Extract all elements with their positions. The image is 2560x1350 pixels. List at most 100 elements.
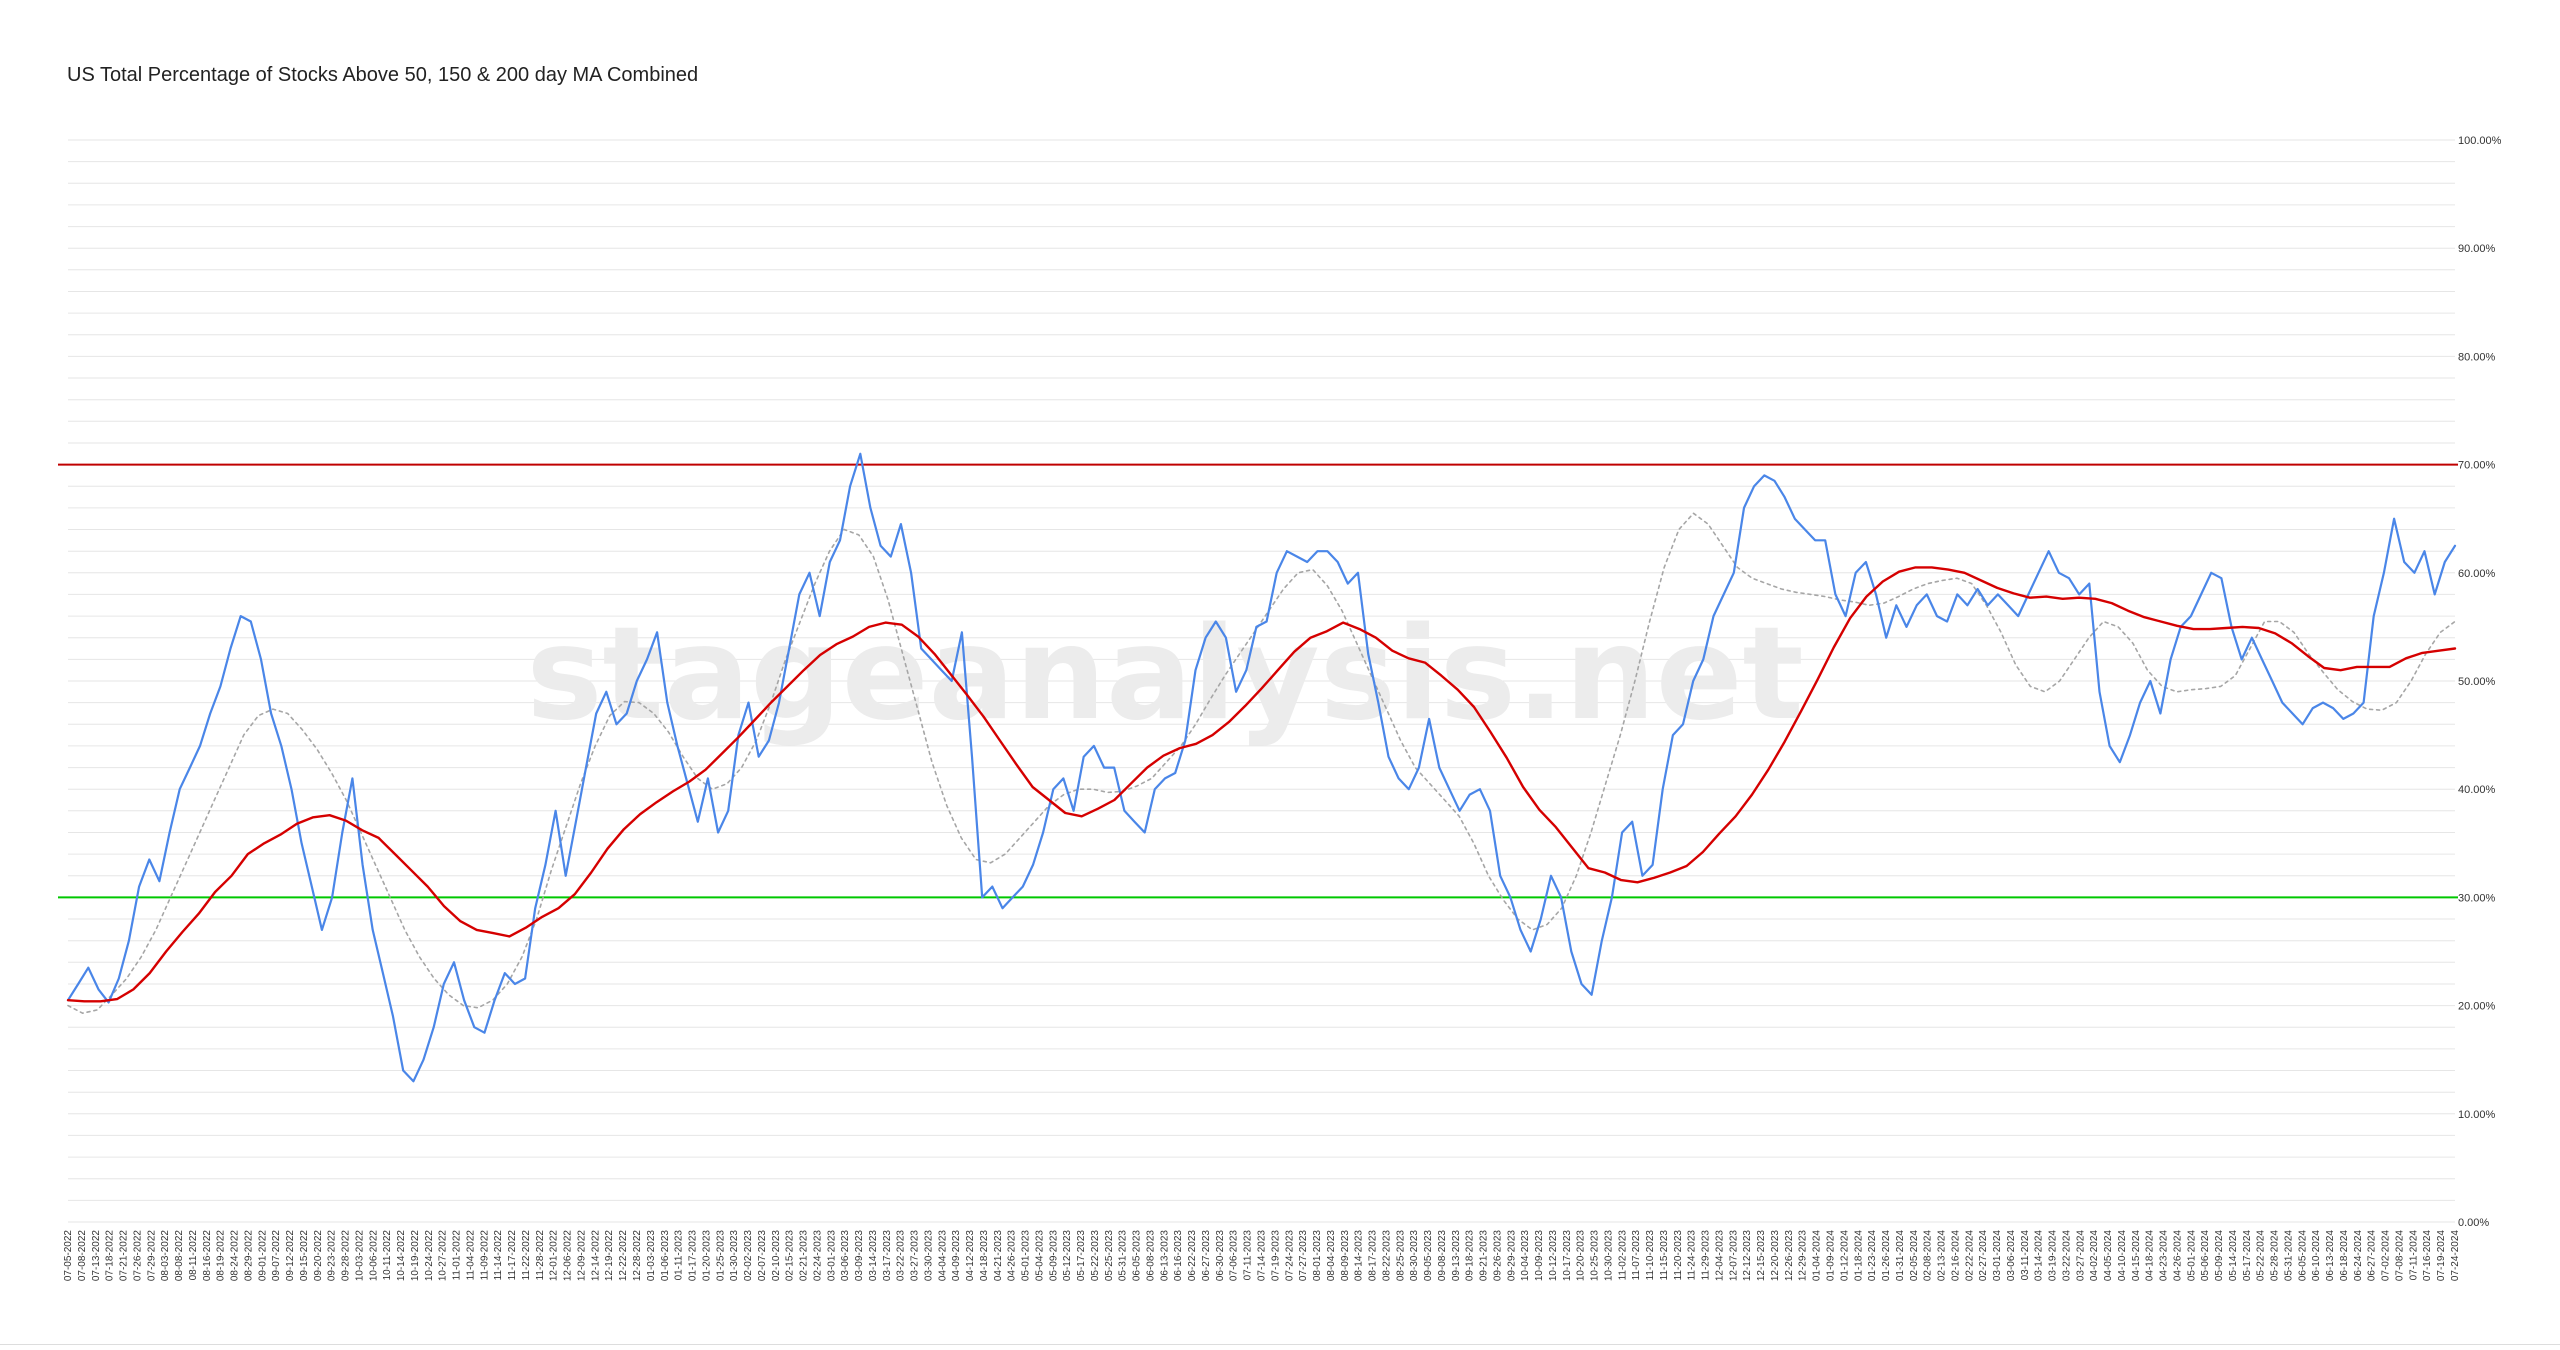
x-tick-label: 07-24-2023 (1284, 1230, 1295, 1282)
x-tick-label: 09-23-2022 (327, 1230, 338, 1282)
x-tick-label: 01-03-2023 (646, 1230, 657, 1282)
x-tick-label: 12-26-2023 (1784, 1230, 1795, 1282)
x-tick-label: 08-16-2022 (202, 1230, 213, 1282)
x-tick-label: 11-17-2022 (507, 1230, 518, 1281)
x-tick-label: 05-06-2024 (2200, 1230, 2211, 1282)
grid-lines (68, 139, 2455, 1223)
bottom-divider (0, 1344, 2560, 1345)
x-tick-label: 03-11-2024 (2020, 1230, 2031, 1281)
y-axis-ticks: 0.00% 10.00% 20.00% 30.00% 40.00% 50.00% 60.00… (2458, 135, 2502, 1229)
x-tick-label: 05-22-2024 (2256, 1230, 2267, 1282)
x-tick-label: 07-27-2023 (1298, 1230, 1309, 1282)
x-tick-label: 01-17-2023 (688, 1230, 699, 1282)
x-tick-label: 11-22-2022 (521, 1230, 532, 1281)
x-tick-label: 10-30-2023 (1603, 1230, 1614, 1282)
x-tick-label: 09-21-2023 (1479, 1230, 1490, 1282)
x-tick-label: 10-25-2023 (1590, 1230, 1601, 1282)
x-tick-label: 11-28-2022 (535, 1230, 546, 1281)
x-tick-label: 12-28-2022 (632, 1230, 643, 1282)
x-tick-label: 08-29-2022 (243, 1230, 254, 1282)
x-tick-label: 10-19-2022 (410, 1230, 421, 1282)
x-tick-label: 10-24-2022 (424, 1230, 435, 1282)
x-tick-label: 05-14-2024 (2228, 1230, 2239, 1282)
x-tick-label: 06-27-2023 (1201, 1230, 1212, 1282)
x-tick-label: 03-06-2023 (840, 1230, 851, 1282)
x-tick-label: 11-10-2023 (1645, 1230, 1656, 1281)
x-tick-label: 04-04-2023 (937, 1230, 948, 1282)
x-tick-label: 04-10-2024 (2117, 1230, 2128, 1282)
x-tick-label: 07-26-2022 (132, 1230, 143, 1282)
x-tick-label: 03-22-2023 (896, 1230, 907, 1282)
x-tick-label: 03-09-2023 (854, 1230, 865, 1282)
x-tick-label: 11-07-2023 (1631, 1230, 1642, 1281)
x-tick-label: 01-25-2023 (715, 1230, 726, 1282)
x-tick-label: 07-18-2022 (105, 1230, 116, 1282)
x-tick-label: 04-09-2023 (951, 1230, 962, 1282)
x-tick-label: 10-12-2023 (1548, 1230, 1559, 1282)
x-tick-label: 05-17-2023 (1076, 1230, 1087, 1282)
x-tick-label: 09-28-2022 (341, 1230, 352, 1282)
x-tick-label: 04-02-2024 (2089, 1230, 2100, 1282)
x-tick-label: 09-29-2023 (1506, 1230, 1517, 1282)
x-tick-label: 03-19-2024 (2048, 1230, 2059, 1282)
x-tick-label: 06-08-2023 (1146, 1230, 1157, 1282)
x-tick-label: 07-14-2023 (1257, 1230, 1268, 1282)
x-tick-label: 08-09-2023 (1340, 1230, 1351, 1282)
x-tick-label: 06-30-2023 (1215, 1230, 1226, 1282)
x-tick-label: 09-08-2023 (1437, 1230, 1448, 1282)
x-tick-label: 09-15-2022 (299, 1230, 310, 1282)
x-tick-label: 07-21-2022 (119, 1230, 130, 1282)
x-tick-label: 11-04-2022 (466, 1230, 477, 1281)
x-tick-label: 11-09-2022 (479, 1230, 490, 1281)
x-tick-label: 08-30-2023 (1409, 1230, 1420, 1282)
x-tick-label: 09-26-2023 (1492, 1230, 1503, 1282)
y-tick-label: 50.00% (2458, 676, 2496, 688)
x-tick-label: 07-29-2022 (146, 1230, 157, 1282)
x-tick-label: 04-21-2023 (993, 1230, 1004, 1282)
x-tick-label: 01-18-2024 (1853, 1230, 1864, 1282)
x-tick-label: 02-15-2023 (785, 1230, 796, 1282)
y-tick-label: 100.00% (2458, 135, 2502, 147)
x-tick-label: 06-13-2023 (1159, 1230, 1170, 1282)
x-tick-label: 07-08-2024 (2395, 1230, 2406, 1282)
x-tick-label: 03-14-2024 (2034, 1230, 2045, 1282)
x-tick-label: 02-27-2024 (1978, 1230, 1989, 1282)
x-tick-label: 03-01-2024 (1992, 1230, 2003, 1282)
y-tick-label: 20.00% (2458, 1001, 2496, 1013)
x-tick-label: 09-20-2022 (313, 1230, 324, 1282)
x-tick-label: 07-08-2022 (77, 1230, 88, 1282)
x-tick-label: 01-04-2024 (1812, 1230, 1823, 1282)
x-tick-label: 10-17-2023 (1562, 1230, 1573, 1282)
x-tick-label: 01-12-2024 (1839, 1230, 1850, 1282)
x-tick-label: 04-05-2024 (2103, 1230, 2114, 1282)
x-tick-label: 10-04-2023 (1520, 1230, 1531, 1282)
x-tick-label: 02-24-2023 (812, 1230, 823, 1282)
x-tick-label: 02-16-2024 (1950, 1230, 1961, 1282)
x-tick-label: 07-02-2024 (2381, 1230, 2392, 1282)
x-tick-label: 03-30-2023 (923, 1230, 934, 1282)
x-tick-label: 07-24-2024 (2450, 1230, 2461, 1282)
x-tick-label: 08-08-2022 (174, 1230, 185, 1282)
x-tick-label: 12-29-2023 (1798, 1230, 1809, 1282)
x-tick-label: 04-26-2024 (2172, 1230, 2183, 1282)
x-tick-label: 11-29-2023 (1701, 1230, 1712, 1281)
x-tick-label: 05-12-2023 (1062, 1230, 1073, 1282)
x-tick-label: 05-28-2024 (2270, 1230, 2281, 1282)
y-tick-label: 40.00% (2458, 784, 2496, 796)
x-tick-label: 02-02-2023 (743, 1230, 754, 1282)
x-tick-label: 10-14-2022 (396, 1230, 407, 1282)
x-tick-label: 12-22-2022 (618, 1230, 629, 1282)
series-line-ma-slow (66, 566, 2457, 1003)
x-tick-label: 06-10-2024 (2311, 1230, 2322, 1282)
x-tick-label: 09-07-2022 (271, 1230, 282, 1282)
y-tick-label: 70.00% (2458, 460, 2496, 472)
x-tick-label: 06-05-2024 (2297, 1230, 2308, 1282)
x-tick-label: 05-09-2024 (2214, 1230, 2225, 1282)
x-tick-label: 10-27-2022 (438, 1230, 449, 1282)
x-tick-label: 11-24-2023 (1687, 1230, 1698, 1281)
x-tick-label: 02-21-2023 (799, 1230, 810, 1282)
x-tick-label: 05-22-2023 (1090, 1230, 1101, 1282)
y-tick-label: 90.00% (2458, 243, 2496, 255)
x-tick-label: 07-13-2022 (91, 1230, 102, 1282)
x-tick-label: 12-19-2022 (604, 1230, 615, 1282)
